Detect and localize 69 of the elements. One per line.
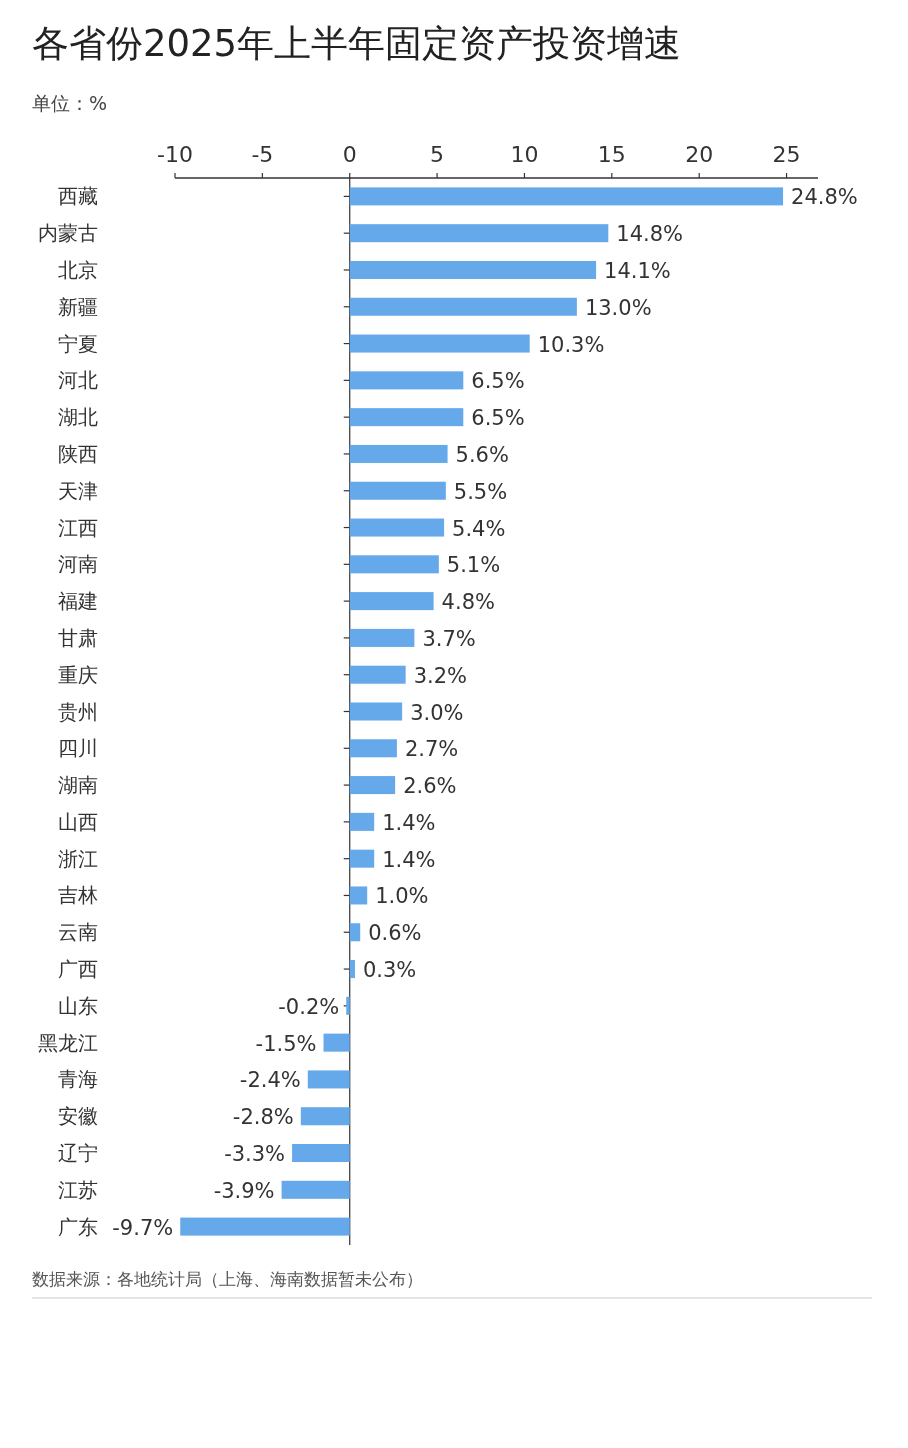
category-label: 湖南 [58, 773, 98, 798]
category-label: 宁夏 [58, 331, 98, 356]
category-label: 湖北 [58, 405, 98, 430]
data-label: -1.5% [255, 1031, 317, 1056]
category-label: 辽宁 [58, 1141, 98, 1165]
data-label: -3.9% [213, 1178, 275, 1203]
x-tick-label: 10 [510, 142, 539, 167]
data-label: -2.4% [239, 1068, 301, 1093]
data-label: 2.6% [403, 774, 457, 799]
category-label: 新疆 [58, 294, 98, 319]
data-label: 3.2% [413, 663, 467, 688]
category-label: 陕西 [58, 441, 98, 466]
data-label: 10.3% [537, 332, 605, 357]
category-label: 西藏 [58, 184, 98, 209]
x-tick-label: -5 [251, 142, 274, 167]
data-label: 1.4% [382, 847, 436, 872]
data-label: 0.6% [368, 921, 422, 946]
category-label: 广东 [58, 1214, 98, 1239]
data-label: 3.7% [422, 626, 476, 651]
data-label: 1.4% [382, 810, 436, 835]
x-tick-label: 15 [597, 142, 626, 167]
category-label: 北京 [58, 258, 98, 282]
category-label: 云南 [58, 920, 98, 945]
category-label: 山东 [58, 993, 98, 1018]
data-label: 4.8% [441, 590, 495, 615]
data-label: 13.0% [584, 295, 652, 320]
data-label: 5.6% [455, 442, 509, 467]
category-label: 浙江 [58, 846, 98, 871]
category-label: 江苏 [58, 1177, 98, 1202]
data-label: 24.8% [791, 185, 858, 210]
data-label: -9.7% [112, 1215, 174, 1240]
data-label: 3.0% [410, 700, 464, 725]
data-label: -2.8% [232, 1105, 294, 1130]
x-tick-label: 5 [430, 142, 445, 167]
category-label: 吉林 [58, 883, 98, 908]
category-label: 河北 [58, 368, 98, 393]
x-tick-label: 20 [685, 142, 714, 167]
category-label: 内蒙古 [38, 221, 98, 246]
data-label: 5.1% [446, 553, 501, 578]
data-label: 6.5% [471, 369, 525, 394]
annotation: 数据来源：各地统计局（上海、海南数据暂未公布） [32, 1269, 423, 1289]
data-label: -3.3% [224, 1142, 286, 1166]
category-label: 山西 [58, 809, 98, 834]
category-label: 江西 [58, 515, 98, 540]
x-tick-label: 25 [772, 142, 801, 167]
category-label: 广西 [58, 957, 98, 982]
category-label: 黑龙江 [38, 1030, 98, 1055]
category-label: 贵州 [58, 699, 98, 724]
category-label: 甘肃 [58, 625, 98, 650]
category-label: 福建 [58, 589, 98, 614]
category-label: 安徽 [58, 1104, 98, 1129]
data-label: -0.2% [278, 994, 340, 1019]
category-label: 四川 [58, 736, 98, 761]
subtitle: 单位：% [32, 92, 108, 114]
category-label: 河南 [58, 552, 98, 577]
category-label: 重庆 [58, 662, 98, 687]
x-tick-label: 0 [342, 142, 357, 167]
x-tick-label: -10 [157, 142, 193, 167]
data-label: 14.1% [604, 259, 671, 283]
category-label: 天津 [58, 478, 98, 503]
category-label: 青海 [58, 1067, 98, 1092]
data-label: 6.5% [471, 406, 525, 431]
data-label: 14.8% [616, 222, 684, 247]
data-label: 5.5% [453, 479, 508, 504]
data-label: 5.4% [452, 516, 506, 541]
data-label: 0.3% [362, 958, 417, 983]
data-label: 2.7% [404, 737, 459, 762]
data-label: 1.0% [375, 884, 429, 909]
title: 各省份2025年上半年固定资产投资增速 [32, 22, 682, 65]
